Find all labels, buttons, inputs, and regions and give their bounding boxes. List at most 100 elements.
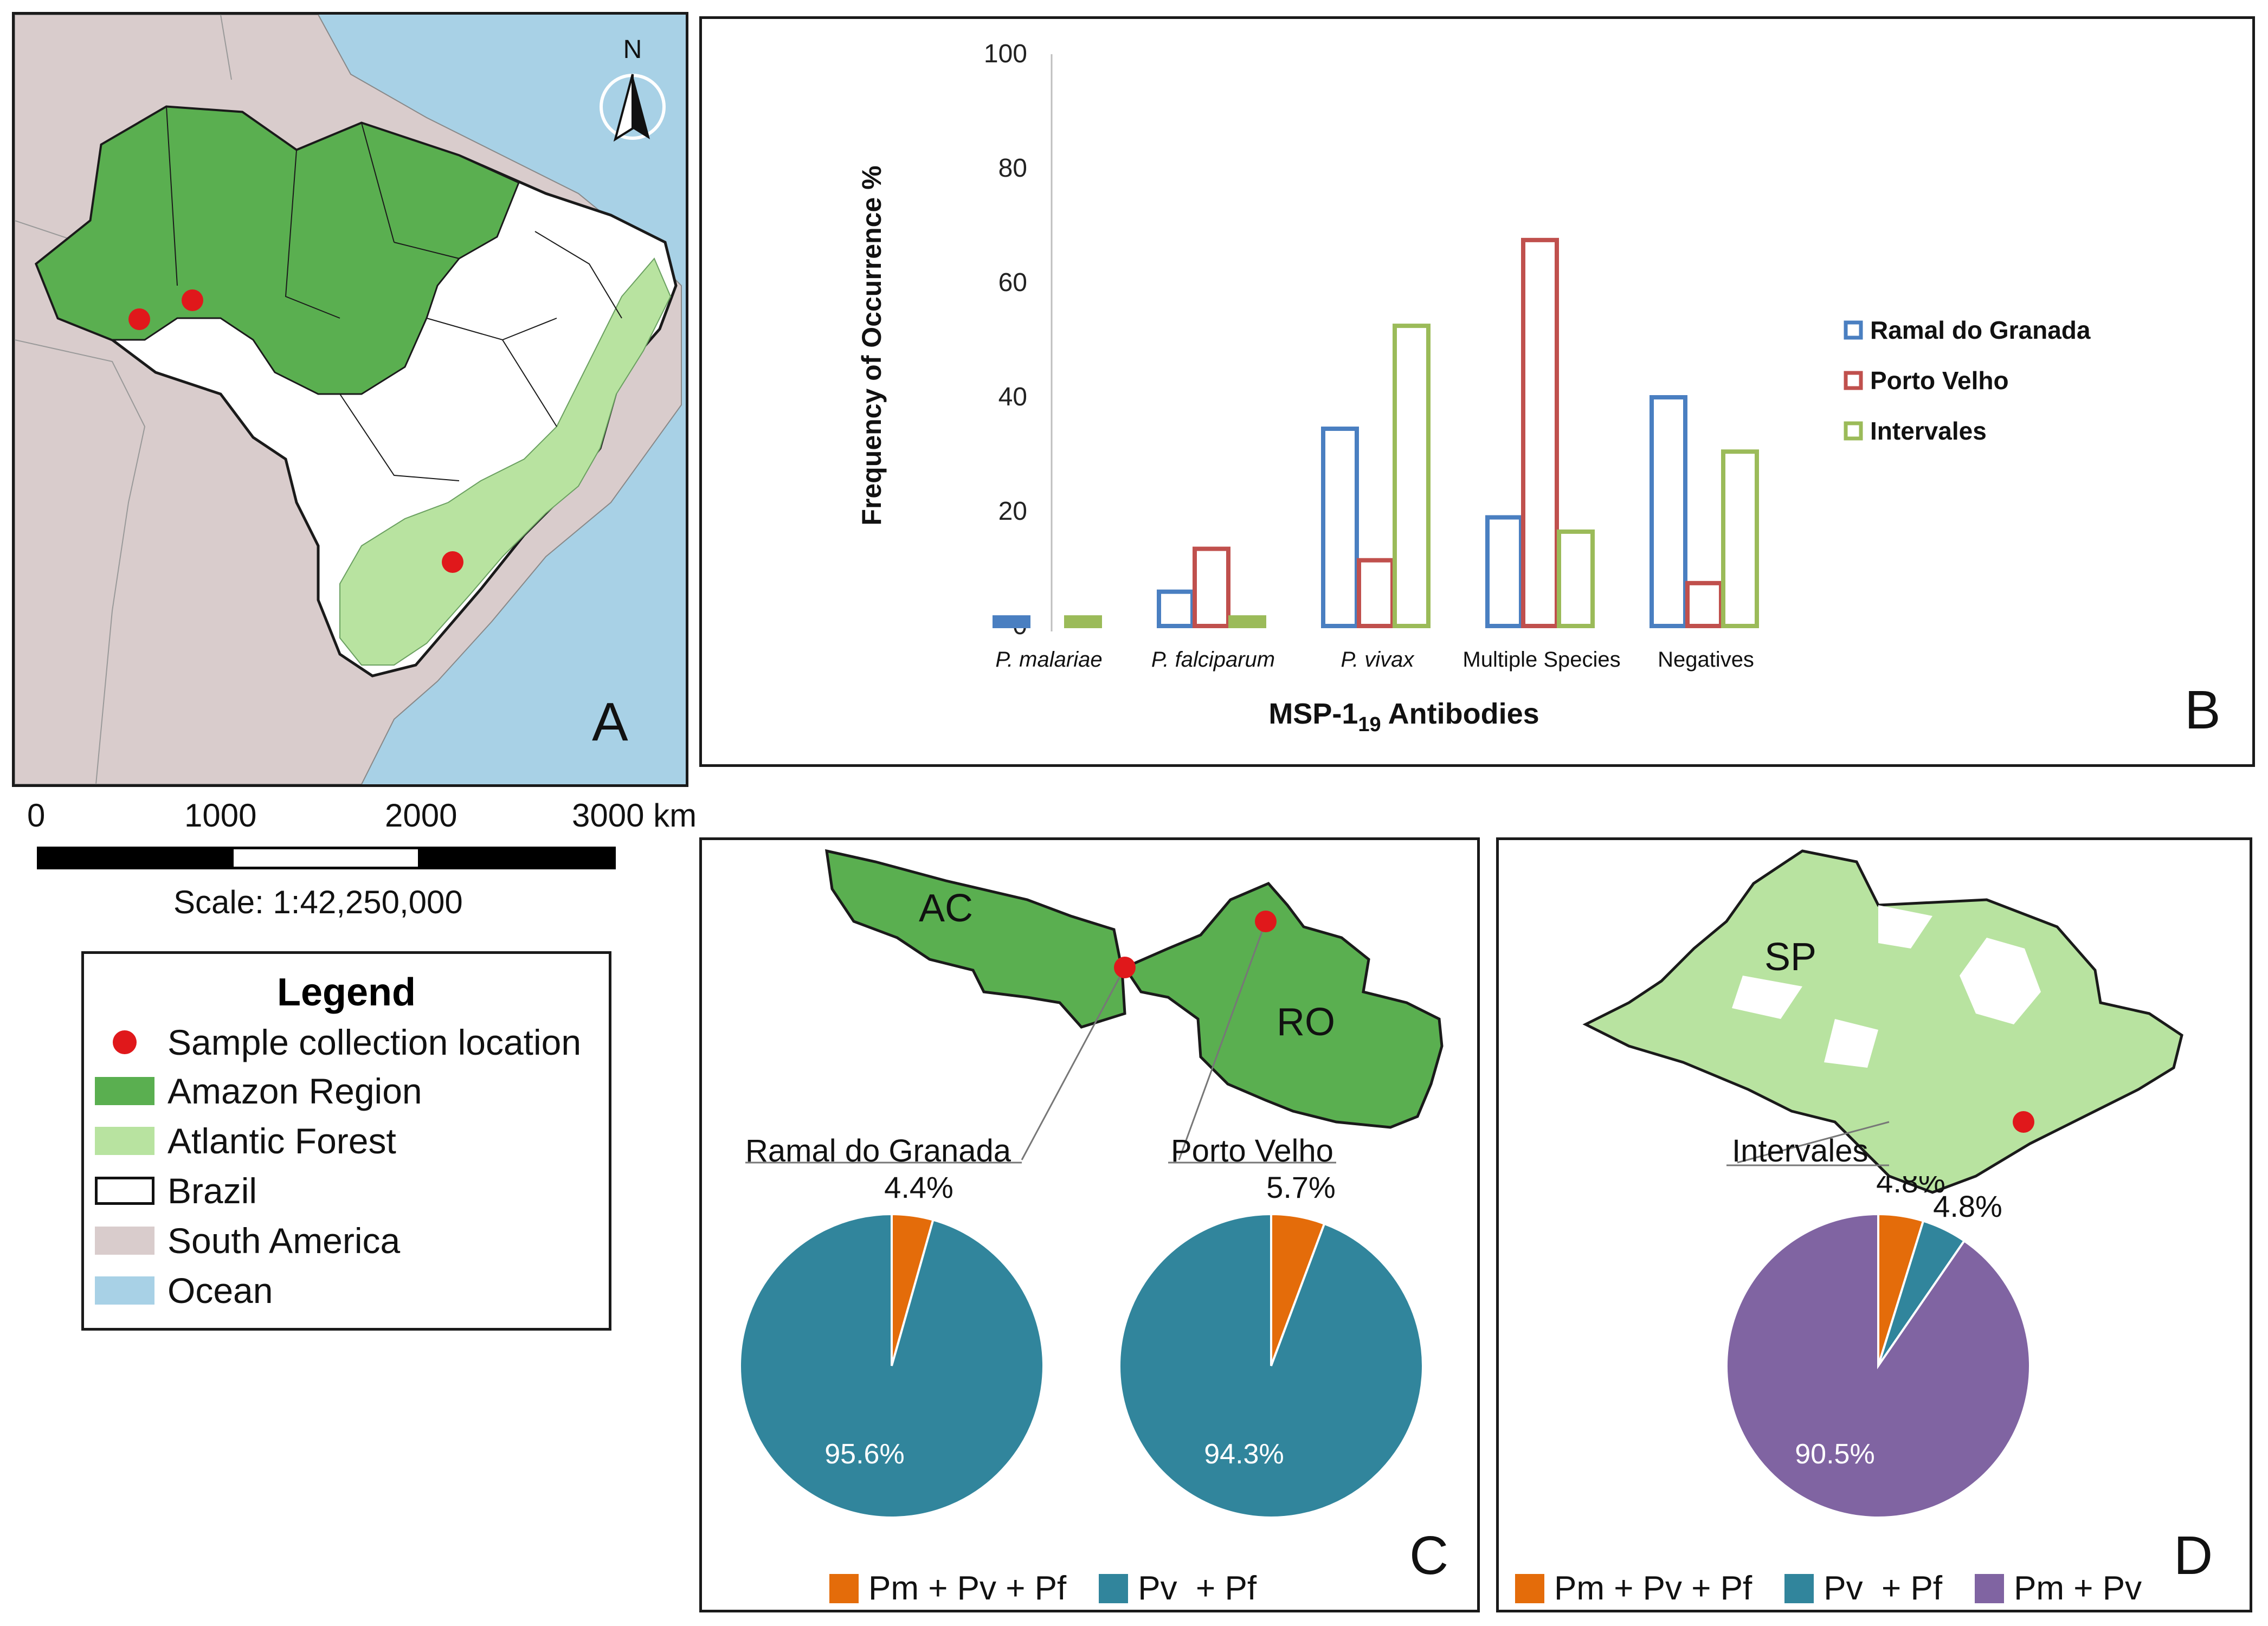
sample-dot-icon xyxy=(113,1030,137,1054)
state-label-ro: RO xyxy=(1277,1001,1335,1044)
sample-location-dot xyxy=(442,551,463,573)
scale-tick-label: 0 xyxy=(27,797,46,834)
amazon-region xyxy=(35,106,520,395)
state-ac-shape xyxy=(825,849,1126,1029)
pie-label-porto-velho: Porto Velho xyxy=(1171,1133,1333,1169)
bar-ramal-do-granada xyxy=(1650,395,1687,628)
pie-legend-c: Pm + Pv + Pf Pv + Pf xyxy=(829,1569,1257,1608)
scale-tick-label: 2000 xyxy=(385,797,458,834)
x-tick-label: Negatives xyxy=(1658,648,1754,672)
state-label-sp: SP xyxy=(1764,935,1816,979)
bar-porto-velho xyxy=(1193,546,1230,629)
north-arrow-icon xyxy=(600,74,666,142)
pie-slice-label: 4.4% xyxy=(884,1176,953,1204)
pie-slice-label: 90.5% xyxy=(1795,1438,1874,1470)
legend-swatch xyxy=(1844,320,1863,340)
pie-slice-label: 95.6% xyxy=(824,1438,904,1470)
legend-title: Legend xyxy=(276,971,416,1014)
legend-swatch xyxy=(1515,1573,1544,1603)
bar-chart: 020406080100Frequency of Occurrence %P. … xyxy=(856,40,2091,736)
legend-item-label: Pv + Pf xyxy=(1824,1570,1943,1607)
pie-slice-label: 5.7% xyxy=(1266,1176,1336,1204)
sample-location-dot xyxy=(1255,911,1277,932)
y-tick-label: 40 xyxy=(998,383,1027,411)
pie-slice-label: 4.8% xyxy=(1933,1189,2002,1223)
legend-swatch xyxy=(1844,421,1863,441)
pie-slice xyxy=(739,1212,1045,1519)
legend-item-label: Pm + Pv + Pf xyxy=(1554,1570,1752,1607)
sample-location-dot xyxy=(182,289,203,311)
scale-text: Scale: 1:42,250,000 xyxy=(173,884,463,920)
state-sp-shape xyxy=(1582,849,2183,1194)
bar-ramal-do-granada xyxy=(1321,427,1359,629)
scale-bar: 0 1000 2000 3000 km Scale: 1:42,250,000 xyxy=(22,797,699,932)
bar-intervales xyxy=(1228,615,1266,629)
bar-ramal-do-granada xyxy=(1485,515,1523,628)
state-ro-shape xyxy=(1123,881,1444,1129)
panel-letter-d: D xyxy=(2174,1525,2213,1586)
legend-item: Brazil xyxy=(95,1170,257,1211)
bar-porto-velho xyxy=(1521,237,1559,628)
legend-item-label: Atlantic Forest xyxy=(167,1121,396,1161)
legend-swatch xyxy=(95,1077,154,1105)
legend-swatch xyxy=(1099,1573,1129,1603)
legend-item-label: South America xyxy=(167,1221,401,1261)
x-axis-label: MSP-119 Antibodies xyxy=(1268,698,1539,736)
y-tick-label: 100 xyxy=(984,40,1027,68)
x-tick-label: P. falciparum xyxy=(1151,648,1275,672)
bar-porto-velho xyxy=(1685,580,1723,628)
legend-swatch xyxy=(95,1227,154,1255)
y-axis-label: Frequency of Occurrence % xyxy=(856,165,887,525)
legend-item-label: Sample collection location xyxy=(167,1022,582,1062)
y-tick-label: 20 xyxy=(998,497,1027,526)
map-legend: Legend Sample collection location Amazon… xyxy=(81,951,611,1331)
pie-legend-d: Pm + Pv + Pf Pv + Pf Pm + Pv xyxy=(1515,1569,2142,1608)
bar-intervales xyxy=(1393,324,1431,628)
pie-chart-intervales: 4.8%4.8% 90.5% xyxy=(1725,1176,2031,1519)
legend-swatch xyxy=(829,1573,859,1603)
legend-item-label: Pm + Pv + Pf xyxy=(868,1570,1067,1607)
panel-letter-a: A xyxy=(592,692,628,752)
pie-label-ramal: Ramal do Granada xyxy=(745,1133,1011,1169)
legend-item-label: Porto Velho xyxy=(1870,366,2009,395)
pie-slice-label: 4.8% xyxy=(1876,1176,1945,1199)
pie-slice xyxy=(1118,1212,1424,1519)
legend-swatch xyxy=(95,1276,154,1305)
state-label-ac: AC xyxy=(919,887,973,930)
panel-a-map: N A xyxy=(12,12,688,787)
pie-slice xyxy=(1725,1212,2031,1519)
scale-tick-label: 1000 xyxy=(184,797,257,834)
legend-swatch xyxy=(95,1177,154,1205)
legend-item: Sample collection location xyxy=(95,1022,581,1063)
atlantic-forest xyxy=(339,257,672,666)
pie-chart-ramal: 4.4% 95.6% xyxy=(739,1176,1045,1519)
scale-segment xyxy=(37,847,231,869)
legend-swatch xyxy=(1844,371,1863,390)
state-sp-map: SP xyxy=(1582,849,2183,1194)
bar-ramal-do-granada xyxy=(1157,589,1195,628)
bar-intervales xyxy=(1557,529,1595,628)
panel-c-pies: AC RO Ramal do Granada Porto Velho 4.4% 9… xyxy=(699,837,1480,1612)
panel-b-bar-chart: 020406080100Frequency of Occurrence %P. … xyxy=(699,16,2255,767)
bar-porto-velho xyxy=(1357,558,1395,628)
pie-slice-label: 94.3% xyxy=(1204,1438,1284,1470)
panel-letter-c: C xyxy=(1409,1525,1449,1586)
legend-item: Ocean xyxy=(95,1270,273,1311)
states-ac-ro-map: AC RO xyxy=(745,849,1444,1164)
sample-location-dot xyxy=(128,308,150,330)
y-tick-label: 60 xyxy=(998,268,1027,297)
legend-item-label: Intervales xyxy=(1870,417,1987,445)
legend-swatch xyxy=(1975,1573,2005,1603)
bar-intervales xyxy=(1721,449,1759,628)
legend-item-label: Pm + Pv xyxy=(2014,1570,2142,1607)
legend-item-label: Amazon Region xyxy=(167,1071,422,1111)
legend-item-label: Ocean xyxy=(167,1270,273,1311)
legend-item-label: Brazil xyxy=(167,1171,257,1211)
sample-location-dot xyxy=(1114,957,1136,978)
x-tick-label: P. vivax xyxy=(1341,648,1415,672)
pie-chart-porto-velho: 5.7% 94.3% xyxy=(1118,1176,1424,1519)
scale-segment xyxy=(421,847,616,869)
x-tick-label: Multiple Species xyxy=(1462,648,1620,672)
bar-ramal-do-granada xyxy=(993,615,1030,629)
legend-item-label: Ramal do Granada xyxy=(1870,316,2091,344)
